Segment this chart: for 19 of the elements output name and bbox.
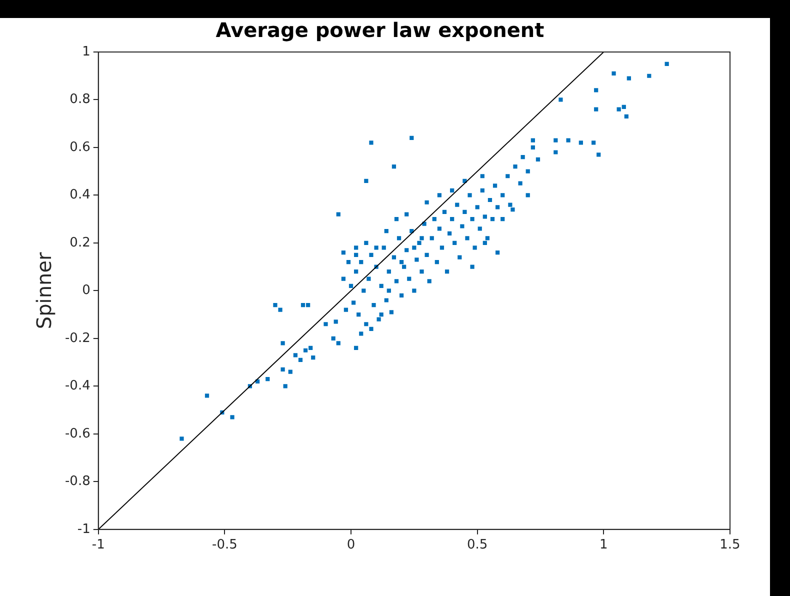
y-tick-label: 0.8	[70, 92, 90, 108]
y-tick-label: -0.6	[64, 426, 90, 442]
x-tick-label: 0	[346, 538, 356, 553]
y-tick-label: -0.2	[64, 330, 90, 346]
x-tick-label: -1	[92, 538, 105, 553]
y-tick-label: -0.4	[64, 378, 90, 394]
y-tick-label: 0.2	[70, 235, 90, 250]
y-tick-label: 0.4	[70, 188, 90, 203]
x-tick-label: -0.5	[212, 538, 238, 553]
y-tick-label: 0.6	[70, 140, 90, 155]
chart-title: Average power law exponent	[216, 18, 545, 42]
y-tick-label: -1	[77, 522, 90, 537]
x-tick-label: 1.5	[720, 538, 740, 553]
y-axis-title: Spinner	[32, 252, 56, 330]
y-tick-label: -0.8	[64, 474, 90, 490]
x-tick-label: 0.5	[467, 538, 488, 553]
y-tick-label: 0	[82, 283, 90, 298]
x-tick-label: 1	[600, 538, 608, 553]
y-tick-label: 1	[82, 44, 90, 60]
